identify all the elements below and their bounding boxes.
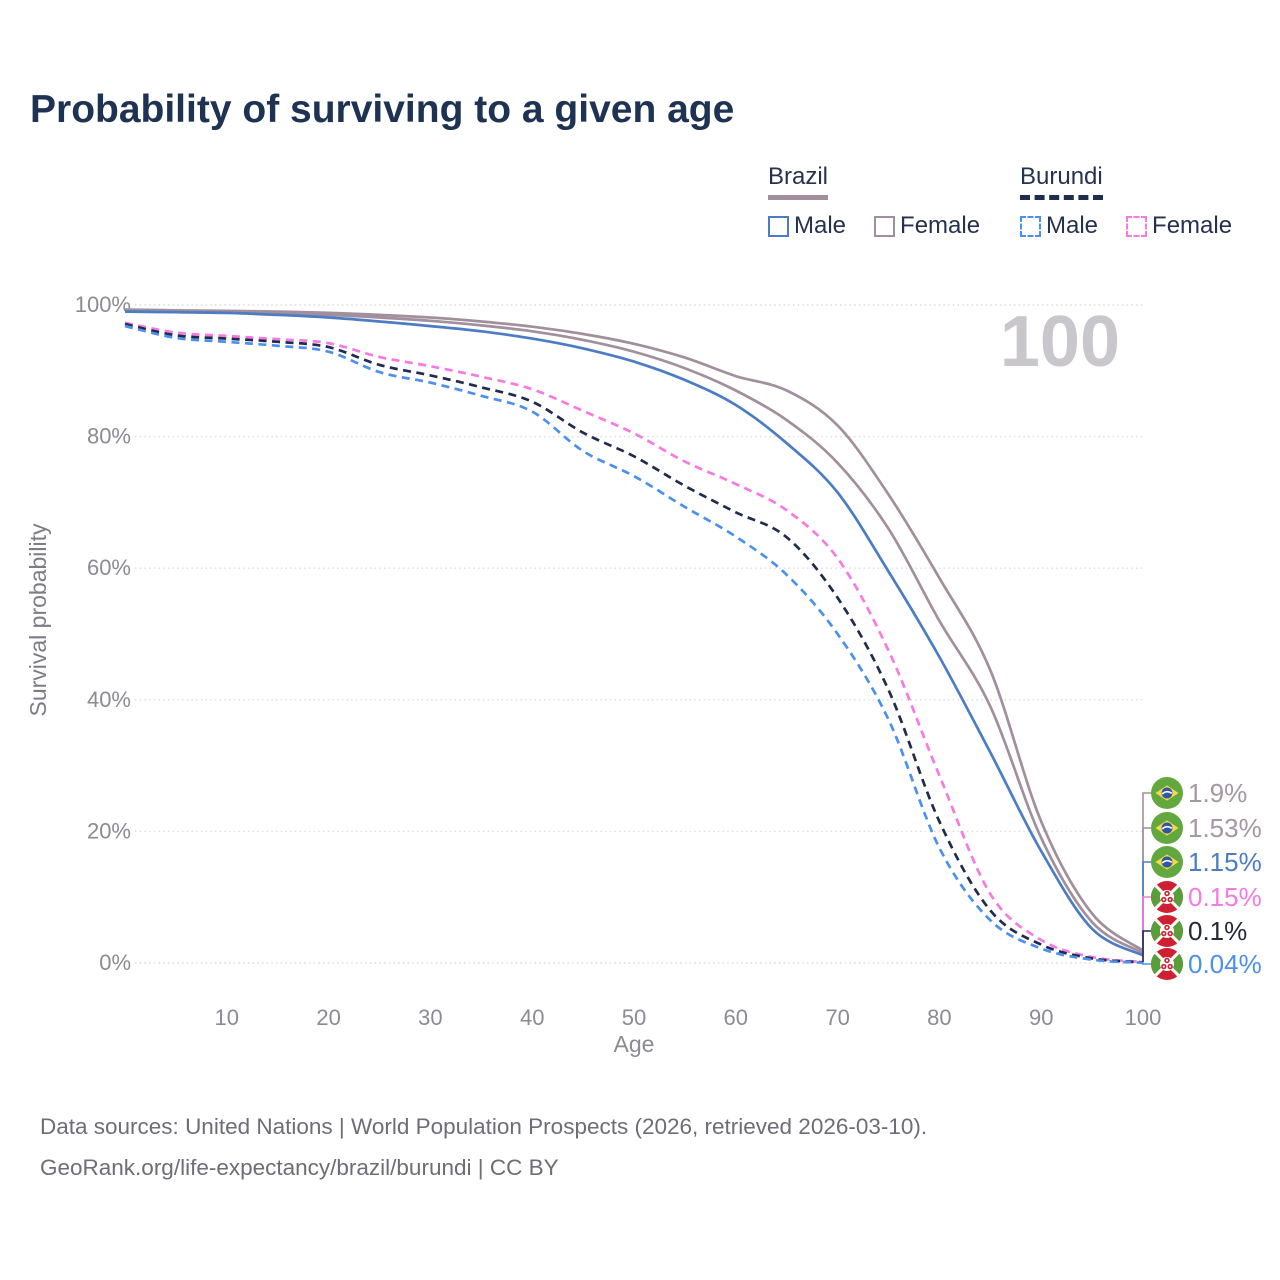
attribution-line[interactable]: GeoRank.org/life-expectancy/brazil/burun… [40,1155,559,1180]
legend-country-burundi[interactable]: Burundi [1020,163,1103,200]
x-tick-label: 20 [316,1005,340,1030]
y-tick-label: 80% [87,424,131,449]
y-tick-label: 40% [87,687,131,712]
end-label-connector [1142,962,1151,965]
legend-item-brazil-male[interactable]: Male [768,212,846,240]
data-sources-line: Data sources: United Nations | World Pop… [40,1114,928,1139]
burundi-female-checkbox-icon[interactable] [1126,215,1148,237]
y-tick-label: 0% [99,950,131,975]
x-tick-label: 80 [927,1005,951,1030]
curve-burundi-female[interactable] [124,321,1144,964]
legend-label: Male [794,212,847,239]
curve-brazil-both-sexes[interactable] [124,308,1144,955]
legend-group-brazil: Brazil Male Female [768,163,1002,240]
burundi-flag-icon [1151,915,1183,947]
x-tick-label: 100 [1125,1005,1162,1030]
end-label-connector [1142,792,1151,951]
x-tick-label: 10 [215,1005,239,1030]
legend-label: Female [900,212,981,239]
brazil-male-checkbox-icon[interactable] [768,215,789,237]
end-value-label: 1.9% [1188,778,1247,808]
end-label-connector [1142,930,1151,963]
legend-group-burundi: Burundi Male Female [1020,163,1254,240]
end-value-label: 1.53% [1188,813,1262,843]
curve-brazil-male[interactable] [124,310,1144,957]
x-tick-label: 30 [418,1005,442,1030]
footer: Data sources: United Nations | World Pop… [40,1106,1240,1188]
page-title: Probability of surviving to a given age [30,88,735,131]
brazil-flag-icon [1151,846,1183,878]
x-tick-label: 60 [724,1005,748,1030]
curve-burundi-both-sexes[interactable] [124,322,1144,964]
x-tick-label: 90 [1029,1005,1053,1030]
y-tick-label: 20% [87,818,131,843]
burundi-flag-icon [1151,948,1183,980]
legend-country-brazil[interactable]: Brazil [768,163,829,200]
legend-item-brazil-female[interactable]: Female [874,212,980,240]
end-label-connector [1142,827,1151,953]
legend-item-burundi-male[interactable]: Male [1020,212,1098,240]
end-value-label: 0.04% [1188,949,1262,979]
y-axis-title: Survival probability [25,523,51,717]
x-tick-label: 40 [520,1005,544,1030]
end-value-label: 0.15% [1188,882,1262,912]
end-label-connector [1142,861,1151,956]
x-tick-label: 50 [622,1005,646,1030]
y-tick-label: 60% [87,555,131,580]
y-tick-label: 100% [75,292,131,317]
legend-label: Male [1046,212,1099,239]
curve-burundi-male[interactable] [124,324,1144,965]
brazil-flag-icon [1151,812,1183,844]
x-axis-title: Age [614,1031,655,1057]
end-value-label: 0.1% [1188,916,1247,946]
burundi-flag-icon [1151,881,1183,913]
legend-item-burundi-female[interactable]: Female [1126,212,1232,240]
age-counter-watermark: 100 [1000,302,1120,382]
curve-brazil-female[interactable] [124,308,1144,952]
legend-label: Female [1152,212,1233,239]
burundi-male-checkbox-icon[interactable] [1020,215,1041,237]
end-label-connector [1142,896,1151,962]
brazil-female-checkbox-icon[interactable] [874,215,896,237]
brazil-flag-icon [1151,777,1183,809]
end-value-label: 1.15% [1188,847,1262,877]
x-tick-label: 70 [825,1005,849,1030]
